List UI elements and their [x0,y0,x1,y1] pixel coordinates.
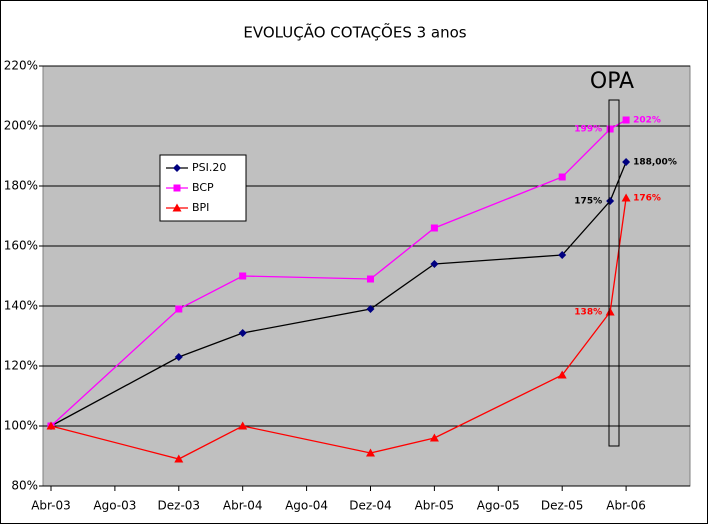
series-line [50,119,627,427]
marker [429,433,439,442]
legend-marker [172,203,182,212]
marker [558,251,567,259]
x-tick-label: Ago-04 [285,499,328,513]
y-tick-label: 160% [4,239,38,253]
marker [238,421,248,430]
marker [366,275,374,283]
y-tick-label: 100% [4,419,38,433]
marker [365,448,375,457]
plot-area [42,65,691,487]
x-tick-label: Dez-03 [158,499,201,513]
legend-marker [173,164,181,172]
value-label: 176% [633,194,661,204]
marker [606,125,614,133]
value-label: 188,00% [633,158,677,168]
legend-marker [173,184,181,192]
grid: 80% 100% 120% 140% 160% 180% 200% 220% Abr-03 Ago… [4,59,690,513]
y-tick-label: 200% [4,119,38,133]
value-label: 199% [574,125,602,135]
x-tick-label: Dez-05 [541,499,584,513]
marker [46,421,56,430]
marker [174,454,184,463]
x-tick-label: Abr-04 [223,499,263,513]
annotation: OPA [590,69,634,94]
series-line [50,161,627,427]
marker [557,370,567,379]
marker [174,353,183,361]
series-line [50,197,627,460]
y-tick-label: 140% [4,299,38,313]
x-tick-label: Abr-05 [415,499,455,513]
x-tick-label: Ago-03 [93,499,136,513]
legend-label: BCP [192,181,214,194]
x-tick-label: Abr-06 [606,499,646,513]
value-label: 202% [633,116,661,126]
marker [366,305,375,313]
opa-box [608,99,620,447]
marker [430,260,439,268]
marker [606,197,615,205]
chart-title: EVOLUÇÃO COTAÇÕES 3 anos [243,23,466,42]
marker [621,193,631,202]
y-tick-label: 180% [4,179,38,193]
value-label: 138% [574,308,602,318]
marker [238,329,247,337]
x-tick-label: Dez-04 [349,499,392,513]
marker [239,272,247,280]
plot: 175% 188,00% 199% 202% 138% 176% [46,116,677,463]
x-tick-label: Ago-05 [477,499,520,513]
y-tick-label: 80% [11,479,38,493]
marker [175,305,183,313]
marker [622,116,630,124]
legend: PSI.20 BCP BPI [159,154,247,222]
y-tick-label: 120% [4,359,38,373]
marker [622,158,631,166]
marker [558,173,566,181]
legend-label: PSI.20 [192,161,226,174]
x-tick-label: Abr-03 [31,499,71,513]
marker [430,224,438,232]
value-label: 175% [574,197,602,207]
marker [605,307,615,316]
legend-label: BPI [192,201,209,214]
y-tick-label: 220% [4,59,38,73]
